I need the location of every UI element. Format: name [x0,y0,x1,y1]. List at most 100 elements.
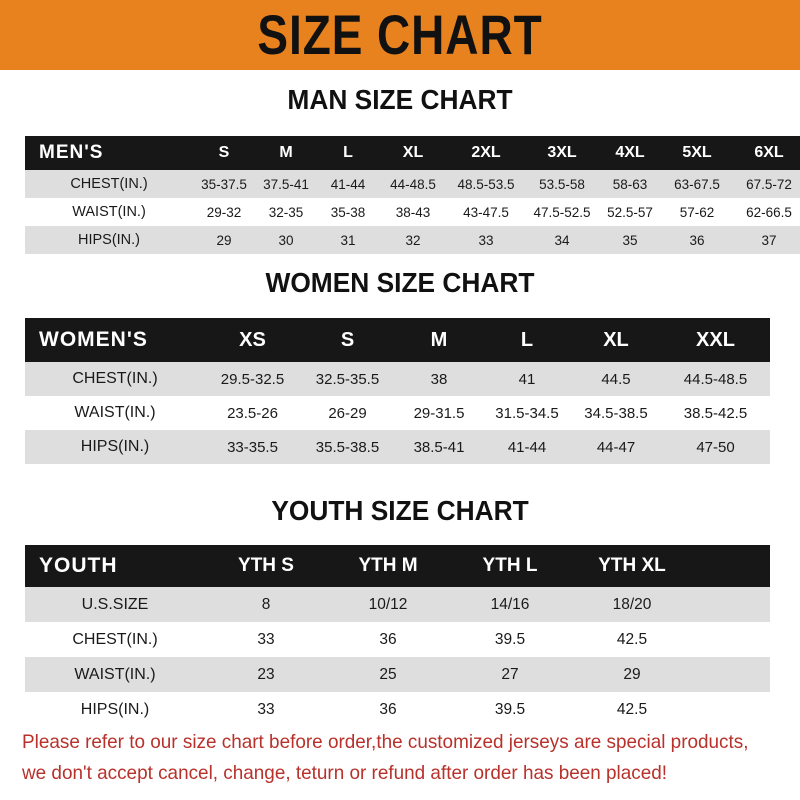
women-header-cell: L [483,318,571,362]
table-cell: 31.5-34.5 [483,396,571,430]
page-banner: SIZE CHART [0,0,800,70]
footer-line-2: we don't accept cancel, change, teturn o… [22,762,668,784]
table-cell: 63-67.5 [661,170,733,198]
table-row: WAIST(IN.) 29-32 32-35 35-38 38-43 43-47… [25,198,800,226]
table-cell-spacer [693,587,770,622]
youth-section-heading: YOUTH SIZE CHART [271,495,529,526]
table-cell: 42.5 [571,692,693,727]
table-cell: 41-44 [483,430,571,464]
table-cell-spacer [693,622,770,657]
table-cell: 34 [525,226,599,254]
men-header-cell: L [317,136,379,170]
table-row: WAIST(IN.) 23.5-26 26-29 29-31.5 31.5-34… [25,396,770,430]
table-row: U.S.SIZE 8 10/12 14/16 18/20 [25,587,770,622]
footer-line-1: Please refer to our size chart before or… [22,731,749,753]
table-cell: 38.5-42.5 [661,396,770,430]
table-cell: 26-29 [300,396,395,430]
table-cell: 29 [193,226,255,254]
men-header-cell: S [193,136,255,170]
table-cell: 34.5-38.5 [571,396,661,430]
men-header-cell: XL [379,136,447,170]
men-size-table: MEN'S S M L XL 2XL 3XL 4XL 5XL 6XL CHEST… [25,136,800,254]
table-cell: 25 [327,657,449,692]
table-cell: 47.5-52.5 [525,198,599,226]
table-row: HIPS(IN.) 29 30 31 32 33 34 35 36 37 [25,226,800,254]
table-cell: 35.5-38.5 [300,430,395,464]
women-size-table: WOMEN'S XS S M L XL XXL CHEST(IN.) 29.5-… [25,318,770,464]
youth-header-cell: YOUTH [25,545,205,587]
table-cell: 27 [449,657,571,692]
table-cell: 48.5-53.5 [447,170,525,198]
row-label: HIPS(IN.) [25,430,205,464]
table-cell: 32-35 [255,198,317,226]
table-cell: 47-50 [661,430,770,464]
table-cell: 38.5-41 [395,430,483,464]
men-header-cell: M [255,136,317,170]
table-cell-spacer [693,692,770,727]
row-label: HIPS(IN.) [25,692,205,727]
table-cell: 35-37.5 [193,170,255,198]
table-cell: 53.5-58 [525,170,599,198]
youth-header-cell: YTH XL [571,545,693,587]
women-header-cell: XS [205,318,300,362]
table-cell: 23 [205,657,327,692]
table-cell: 44.5 [571,362,661,396]
men-header-cell: 4XL [599,136,661,170]
table-cell: 33 [447,226,525,254]
table-cell: 35-38 [317,198,379,226]
table-cell-spacer [693,657,770,692]
row-label: U.S.SIZE [25,587,205,622]
table-cell: 8 [205,587,327,622]
women-section-heading: WOMEN SIZE CHART [265,267,535,298]
row-label: CHEST(IN.) [25,622,205,657]
row-label: WAIST(IN.) [25,198,193,226]
table-cell: 39.5 [449,622,571,657]
table-cell: 32 [379,226,447,254]
table-row: CHEST(IN.) 29.5-32.5 32.5-35.5 38 41 44.… [25,362,770,396]
table-cell: 37.5-41 [255,170,317,198]
men-header-cell: 3XL [525,136,599,170]
table-cell: 38-43 [379,198,447,226]
table-cell: 62-66.5 [733,198,800,226]
women-table-header-row: WOMEN'S XS S M L XL XXL [25,318,770,362]
footer-disclaimer: Please refer to our size chart before or… [22,727,759,789]
youth-header-spacer [693,545,770,587]
table-cell: 57-62 [661,198,733,226]
table-cell: 33 [205,692,327,727]
table-cell: 10/12 [327,587,449,622]
table-cell: 35 [599,226,661,254]
youth-table-header-row: YOUTH YTH S YTH M YTH L YTH XL [25,545,770,587]
table-cell: 29-31.5 [395,396,483,430]
table-cell: 36 [327,622,449,657]
row-label: WAIST(IN.) [25,657,205,692]
youth-header-cell: YTH S [205,545,327,587]
women-header-cell: WOMEN'S [25,318,205,362]
men-header-cell: 6XL [733,136,800,170]
row-label: CHEST(IN.) [25,170,193,198]
row-label: HIPS(IN.) [25,226,193,254]
table-cell: 29-32 [193,198,255,226]
table-cell: 38 [395,362,483,396]
table-cell: 67.5-72 [733,170,800,198]
table-cell: 14/16 [449,587,571,622]
table-row: WAIST(IN.) 23 25 27 29 [25,657,770,692]
men-header-cell: MEN'S [25,136,193,170]
women-header-cell: XL [571,318,661,362]
table-cell: 52.5-57 [599,198,661,226]
women-header-cell: M [395,318,483,362]
table-cell: 29.5-32.5 [205,362,300,396]
row-label: WAIST(IN.) [25,396,205,430]
table-cell: 37 [733,226,800,254]
table-cell: 36 [661,226,733,254]
table-cell: 43-47.5 [447,198,525,226]
youth-header-cell: YTH L [449,545,571,587]
men-header-cell: 5XL [661,136,733,170]
table-cell: 42.5 [571,622,693,657]
table-cell: 44-48.5 [379,170,447,198]
table-cell: 33-35.5 [205,430,300,464]
table-cell: 18/20 [571,587,693,622]
youth-header-cell: YTH M [327,545,449,587]
table-row: CHEST(IN.) 35-37.5 37.5-41 41-44 44-48.5… [25,170,800,198]
table-cell: 44.5-48.5 [661,362,770,396]
